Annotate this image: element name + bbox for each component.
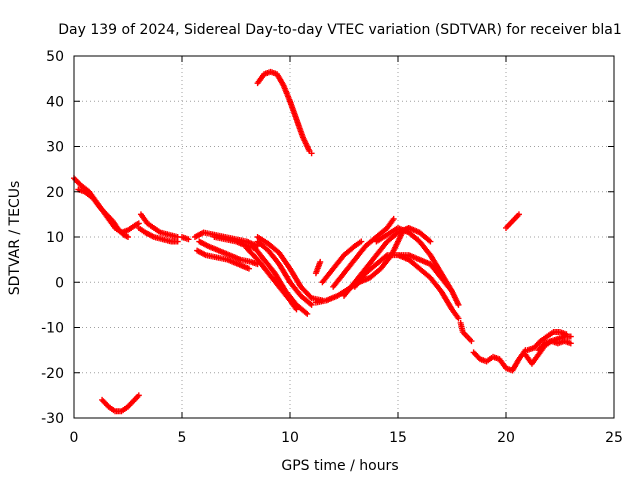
y-tick-label: 40 — [46, 94, 64, 110]
data-point — [125, 234, 131, 240]
x-tick-label: 15 — [389, 430, 407, 446]
data-point — [427, 238, 434, 245]
y-tick-label: 20 — [46, 185, 64, 201]
y-tick-label: 10 — [46, 230, 64, 246]
data-point — [449, 288, 455, 295]
y-axis-label: SDTVAR / TECUs — [7, 181, 23, 296]
y-tick-label: 0 — [55, 275, 64, 291]
data-point — [567, 340, 574, 347]
data-point — [455, 315, 462, 322]
data-points — [71, 68, 574, 415]
y-tick-label: -20 — [41, 366, 64, 382]
data-point — [317, 258, 324, 265]
x-tick-label: 0 — [70, 430, 79, 446]
x-tick-label: 10 — [281, 430, 299, 446]
data-point — [563, 331, 570, 338]
x-tick-label: 5 — [178, 430, 187, 446]
y-tick-label: -30 — [41, 411, 64, 427]
data-point — [567, 333, 574, 340]
data-point — [174, 238, 181, 245]
data-point — [293, 306, 300, 313]
y-tick-label: 50 — [46, 49, 64, 65]
y-tick-label: -10 — [41, 321, 64, 337]
tick-labels: 0 5 10 15 20 25 -30 -20 -10 0 10 20 30 40 50 — [41, 49, 623, 446]
x-tick-label: 20 — [497, 430, 515, 446]
data-point — [308, 301, 315, 308]
data-point — [390, 215, 397, 222]
data-point — [308, 150, 315, 157]
data-point — [304, 310, 311, 317]
data-point — [185, 236, 192, 243]
data-point — [468, 338, 475, 345]
axis-ticks — [73, 55, 615, 419]
data-point — [358, 238, 365, 245]
x-axis-label: GPS time / hours — [281, 458, 398, 474]
data-point — [135, 392, 142, 399]
y-tick-label: 30 — [46, 140, 64, 156]
data-point — [245, 265, 252, 272]
x-tick-label: 25 — [605, 430, 623, 446]
data-point — [455, 301, 462, 308]
data-point — [515, 211, 522, 218]
chart-title: Day 139 of 2024, Sidereal Day-to-day VTE… — [58, 22, 621, 38]
